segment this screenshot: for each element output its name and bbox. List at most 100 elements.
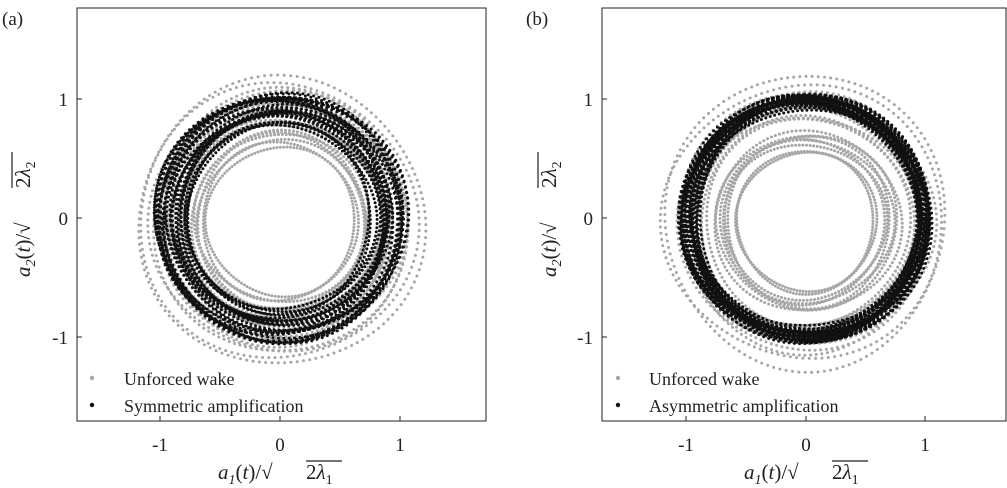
scatter-point — [171, 251, 175, 255]
scatter-point — [168, 242, 171, 246]
scatter-point — [332, 275, 336, 279]
scatter-point — [322, 97, 326, 101]
scatter-point — [248, 286, 252, 290]
scatter-point — [352, 229, 356, 233]
scatter-point — [402, 150, 405, 154]
scatter-point — [229, 156, 233, 160]
scatter-point — [354, 180, 358, 183]
scatter-point — [424, 223, 428, 227]
scatter-point — [196, 219, 200, 223]
scatter-point — [264, 361, 268, 364]
scatter-point — [220, 351, 224, 355]
scatter-point — [315, 348, 319, 352]
scatter-point — [222, 163, 226, 167]
scatter-point — [340, 105, 344, 109]
scatter-point — [292, 146, 296, 150]
scatter-point — [215, 310, 219, 314]
scatter-point — [152, 259, 156, 263]
scatter-point — [331, 153, 335, 157]
scatter-point — [243, 78, 247, 81]
scatter-point — [227, 340, 231, 344]
scatter-point — [424, 236, 428, 240]
scatter-point — [391, 313, 395, 317]
scatter-point — [351, 193, 355, 197]
scatter-point — [273, 316, 277, 320]
scatter-point — [272, 140, 276, 144]
scatter-point — [230, 351, 234, 354]
scatter-point — [197, 340, 201, 343]
scatter-point — [193, 289, 197, 293]
scatter-point — [319, 144, 323, 148]
scatter-point — [165, 285, 169, 289]
scatter-point — [157, 209, 160, 213]
scatter-point — [254, 119, 258, 123]
scatter-point — [385, 172, 389, 176]
scatter-point — [198, 242, 201, 246]
scatter-point — [321, 347, 325, 350]
scatter-point — [367, 239, 371, 243]
scatter-point — [222, 334, 226, 338]
scatter-point — [363, 206, 367, 210]
panel-a: (a) -1 0 1 1 0 -1 a1(t)/√ 2λ1 a2(t)/√ 2λ… — [2, 7, 487, 488]
scatter-point — [217, 157, 221, 161]
scatter-point — [364, 321, 368, 325]
scatter-point — [339, 157, 343, 161]
scatter-point — [149, 170, 152, 174]
scatter-point — [324, 290, 328, 294]
scatter-point — [172, 295, 176, 299]
scatter-point — [204, 300, 208, 304]
scatter-point — [202, 123, 206, 127]
scatter-point — [204, 198, 208, 202]
scatter-point — [254, 143, 258, 146]
scatter-point — [408, 161, 412, 165]
scatter-point — [140, 205, 144, 209]
scatter-point — [280, 299, 284, 302]
scatter-point — [352, 225, 356, 229]
scatter-point — [416, 241, 420, 245]
scatter-point — [185, 301, 189, 305]
scatter-point — [139, 223, 143, 227]
scatter-point — [194, 198, 197, 202]
scatter-point — [217, 335, 221, 339]
scatter-point — [256, 150, 260, 154]
scatter-point — [241, 84, 244, 88]
scatter-point — [219, 121, 223, 125]
scatter-point — [207, 188, 211, 191]
scatter-point — [306, 137, 309, 140]
scatter-point — [145, 181, 149, 185]
scatter-point — [379, 312, 383, 316]
scatter-point — [285, 145, 289, 149]
scatter-point — [330, 331, 334, 335]
scatter-point — [357, 324, 361, 328]
scatter-point — [218, 176, 222, 180]
scatter-point — [287, 332, 291, 336]
scatter-point — [148, 200, 152, 204]
scatter-point — [229, 97, 233, 101]
scatter-point — [287, 138, 291, 141]
scatter-point — [214, 151, 218, 155]
scatter-point — [355, 341, 359, 345]
scatter-point — [352, 212, 356, 216]
scatter-point — [395, 152, 399, 156]
scatter-point — [299, 131, 303, 135]
scatter-point — [150, 253, 154, 257]
scatter-point — [309, 109, 313, 113]
scatter-point — [219, 284, 223, 288]
scatter-point — [180, 304, 184, 308]
scatter-point — [340, 326, 344, 330]
scatter-point — [411, 185, 415, 189]
scatter-point — [415, 247, 419, 251]
scatter-point — [327, 99, 331, 103]
scatter-point — [202, 97, 206, 101]
scatter-point — [263, 93, 267, 97]
scatter-point — [352, 327, 356, 331]
scatter-point — [248, 145, 252, 149]
scatter-point — [287, 295, 291, 299]
scatter-point — [151, 283, 155, 287]
scatter-point — [189, 130, 193, 134]
scatter-point — [185, 278, 188, 282]
scatter-point — [357, 221, 360, 225]
scatter-point — [213, 185, 217, 189]
scatter-point — [417, 184, 421, 188]
scatter-point — [202, 208, 206, 212]
